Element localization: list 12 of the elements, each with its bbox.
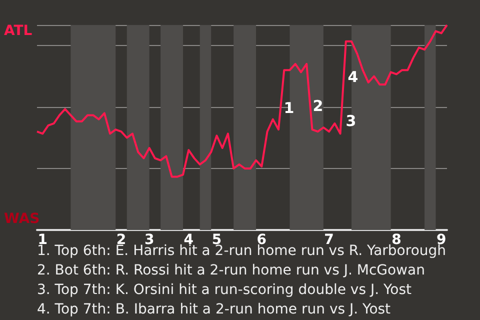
- annotation: WAS: [4, 211, 40, 227]
- x-tick-label: 8: [392, 232, 402, 248]
- x-tick-label: 3: [144, 232, 154, 248]
- annotation: 1: [284, 99, 294, 117]
- text: ATL: [4, 23, 32, 39]
- annotation: 4: [348, 68, 358, 86]
- annotation: 2: [312, 97, 324, 115]
- x-tick-label: 7: [324, 232, 334, 248]
- text: 3. Top 7th: K. Orsini hit a run-scoring double vs J. Yost: [37, 282, 412, 298]
- text: 2. Bot 6th: R. Rossi hit a 2-run home run vs J. McGowan: [37, 262, 425, 278]
- text: 4. Top 7th: B. Ibarra hit a 2-run home run vs J. Yost: [37, 302, 392, 318]
- annotation: 3: [346, 112, 356, 130]
